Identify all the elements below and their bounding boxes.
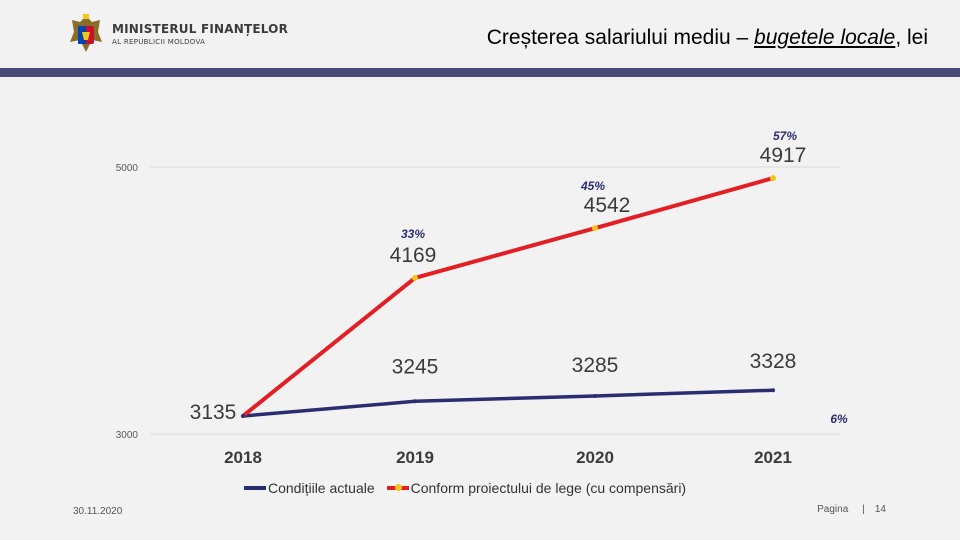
annotation-2: 57% xyxy=(773,129,797,143)
x-tick-label-2019: 2019 xyxy=(396,448,434,467)
data-label-s0-2: 3285 xyxy=(572,354,619,377)
legend-swatch-proposal xyxy=(386,484,409,491)
data-point-s0-0 xyxy=(241,413,245,418)
series-line-0 xyxy=(241,388,775,418)
title-suffix: , lei xyxy=(895,26,928,49)
series-line-1 xyxy=(241,176,775,418)
title-underlined: bugetele locale xyxy=(754,26,896,49)
annotation-3: 6% xyxy=(830,412,848,426)
legend-swatch-current xyxy=(244,486,266,490)
data-point-s1-3 xyxy=(770,175,776,182)
chart-legend: Condițiile actuale Conform proiectului d… xyxy=(244,480,698,496)
x-tick-label-2018: 2018 xyxy=(224,448,262,467)
ministry-name-line1: MINISTERUL FINANȚELOR xyxy=(112,22,289,36)
legend-item-proposal: Conform proiectului de lege (cu compensă… xyxy=(386,480,687,496)
legend-label-current: Condițiile actuale xyxy=(268,480,375,496)
slide-title: Creșterea salariului mediu – bugetele lo… xyxy=(487,26,928,50)
legend-label-proposal: Conform proiectului de lege (cu compensă… xyxy=(410,480,687,496)
x-tick-label-2020: 2020 xyxy=(576,448,614,467)
legend-item-current: Condițiile actuale xyxy=(244,480,375,496)
page-number: 14 xyxy=(874,504,886,515)
data-label-s0-0: 3135 xyxy=(190,401,237,424)
ministry-name-line2: AL REPUBLICII MOLDOVA xyxy=(112,38,206,46)
annotation-1: 45% xyxy=(580,179,605,193)
y-tick-label-5000: 5000 xyxy=(116,163,139,174)
data-label-s0-3: 3328 xyxy=(750,350,797,373)
data-point-s0-3 xyxy=(771,388,775,393)
coat-of-arms-icon xyxy=(70,14,102,52)
data-point-s1-2 xyxy=(592,225,598,232)
footer-date: 30.11.2020 xyxy=(73,506,123,517)
ministry-name: MINISTERUL FINANȚELOR AL REPUBLICII MOLD… xyxy=(112,22,288,46)
data-point-s0-2 xyxy=(593,393,597,398)
page-label: Pagina xyxy=(817,504,849,515)
data-label-s1-1: 4169 xyxy=(390,244,437,267)
data-label-s0-1: 3245 xyxy=(392,355,439,378)
data-point-s1-1 xyxy=(412,274,418,281)
x-tick-label-2021: 2021 xyxy=(754,448,792,467)
y-tick-label-3000: 3000 xyxy=(116,430,139,441)
data-label-s1-2: 4542 xyxy=(584,194,631,217)
header-rule xyxy=(0,68,960,77)
data-label-s1-3: 4917 xyxy=(760,144,807,167)
data-point-s0-1 xyxy=(413,399,417,404)
annotation-0: 33% xyxy=(401,227,425,241)
page-separator: | xyxy=(862,504,865,515)
footer-page: Pagina | 14 xyxy=(817,504,886,515)
title-prefix: Creșterea salariului mediu – xyxy=(486,26,755,49)
